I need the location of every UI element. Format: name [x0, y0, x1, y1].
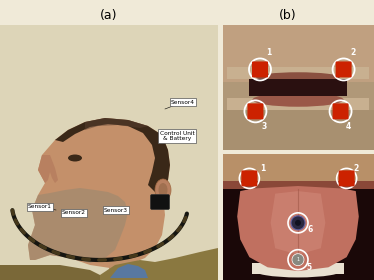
- FancyBboxPatch shape: [338, 171, 355, 186]
- Bar: [222, 25, 374, 152]
- Bar: [222, 150, 374, 154]
- FancyBboxPatch shape: [248, 103, 263, 119]
- Polygon shape: [100, 248, 218, 280]
- Text: Sensor2: Sensor2: [62, 211, 86, 216]
- Polygon shape: [28, 188, 128, 263]
- Ellipse shape: [155, 179, 171, 201]
- Ellipse shape: [159, 183, 168, 197]
- Bar: [219, 25, 223, 280]
- Bar: [222, 181, 374, 188]
- Ellipse shape: [68, 155, 82, 162]
- Text: 2: 2: [350, 48, 355, 57]
- FancyBboxPatch shape: [332, 103, 349, 119]
- FancyBboxPatch shape: [252, 61, 268, 78]
- Ellipse shape: [252, 262, 344, 277]
- Bar: [252, 263, 344, 274]
- FancyBboxPatch shape: [335, 61, 352, 78]
- Bar: [249, 79, 347, 96]
- Polygon shape: [55, 118, 170, 195]
- Ellipse shape: [252, 93, 344, 107]
- Polygon shape: [110, 264, 148, 278]
- Bar: [222, 25, 374, 82]
- Text: 1: 1: [297, 257, 300, 262]
- Text: 1: 1: [260, 164, 266, 173]
- Text: 5: 5: [306, 263, 311, 272]
- Circle shape: [295, 220, 301, 226]
- Text: 1: 1: [267, 48, 272, 57]
- Polygon shape: [28, 118, 170, 268]
- Bar: [222, 153, 374, 181]
- Text: (b): (b): [279, 10, 297, 22]
- Text: Sensor1: Sensor1: [28, 204, 52, 209]
- Text: 2: 2: [353, 164, 358, 173]
- Bar: [227, 67, 369, 79]
- Polygon shape: [237, 186, 359, 271]
- Bar: [0, 0, 374, 25]
- Text: Sensor3: Sensor3: [104, 207, 128, 213]
- Polygon shape: [38, 155, 58, 183]
- Text: Control Unit
& Battery: Control Unit & Battery: [160, 130, 194, 141]
- Ellipse shape: [256, 72, 340, 82]
- Text: 4: 4: [346, 122, 351, 131]
- Polygon shape: [85, 118, 148, 130]
- Circle shape: [291, 216, 305, 230]
- Bar: [227, 98, 369, 110]
- Text: 3: 3: [262, 122, 267, 131]
- FancyBboxPatch shape: [150, 195, 169, 209]
- Text: Sensor4: Sensor4: [171, 99, 195, 104]
- Text: (a): (a): [100, 10, 117, 22]
- Polygon shape: [271, 191, 325, 255]
- Polygon shape: [0, 265, 110, 280]
- Bar: [222, 110, 374, 152]
- Bar: [222, 153, 374, 280]
- Text: 6: 6: [307, 225, 313, 234]
- FancyBboxPatch shape: [241, 171, 257, 186]
- Bar: [0, 25, 218, 280]
- Circle shape: [292, 254, 304, 266]
- Polygon shape: [108, 258, 140, 280]
